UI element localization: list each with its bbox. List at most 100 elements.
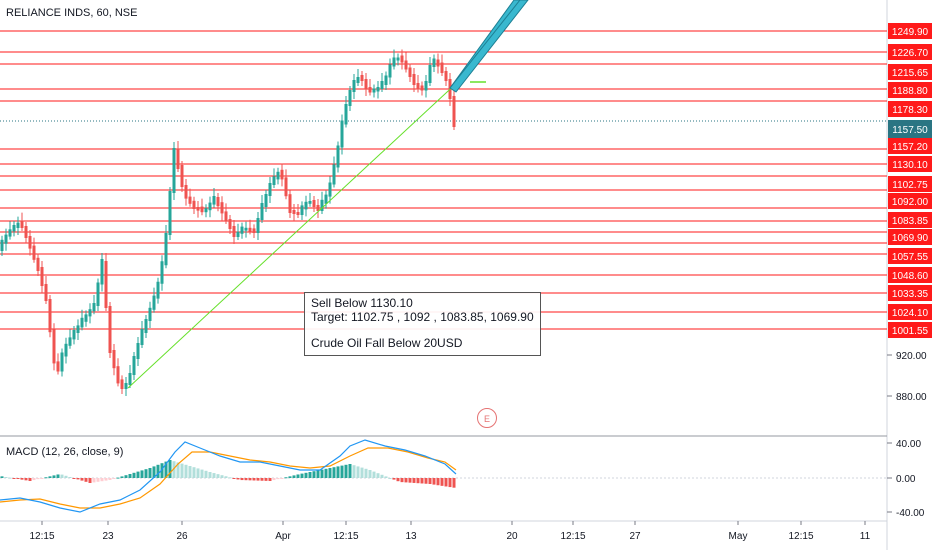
candle-body <box>248 227 252 232</box>
macd-histogram-bar <box>160 463 164 478</box>
macd-histogram-bar <box>76 478 80 480</box>
macd-histogram-bar <box>420 478 424 484</box>
macd-tick-2: -40.00 <box>896 508 925 519</box>
macd-histogram-bar <box>404 478 408 483</box>
macd-histogram-bar <box>380 474 384 478</box>
macd-histogram-bar <box>444 478 448 487</box>
price-label-8: 1092.00 <box>892 197 929 208</box>
macd-histogram-bar <box>200 469 204 478</box>
candle-body <box>288 194 292 213</box>
price-label-bg-14 <box>888 304 932 320</box>
candle-body <box>104 261 108 308</box>
candle-body <box>284 177 288 197</box>
candle-body <box>168 191 172 235</box>
candle-body <box>276 171 280 180</box>
candle-body <box>236 231 240 237</box>
macd-histogram-bar <box>56 474 60 478</box>
candle-body <box>4 234 8 244</box>
time-label-1: 23 <box>102 531 114 542</box>
macd-histogram-bar <box>108 478 112 480</box>
macd-histogram-bar <box>176 462 180 478</box>
candle-body <box>296 212 300 215</box>
candle-body <box>368 87 372 93</box>
candle-body <box>136 343 140 359</box>
macd-histogram-bar <box>164 461 168 478</box>
candle-body <box>412 74 416 85</box>
candle-body <box>16 222 20 228</box>
macd-histogram-bar <box>40 478 44 479</box>
macd-histogram-bar <box>344 464 348 478</box>
earnings-event-icon[interactable]: E <box>477 408 497 428</box>
time-label-3: Apr <box>275 531 291 542</box>
macd-histogram-bar <box>372 471 376 478</box>
macd-scale[interactable]: 40.00 0.00 -40.00 <box>887 439 925 519</box>
macd-histogram-bar <box>320 469 324 478</box>
price-label-bg-4 <box>888 101 932 117</box>
price-label-4: 1178.30 <box>892 105 928 116</box>
candle-body <box>164 233 168 266</box>
price-label-bg-7 <box>888 176 932 192</box>
price-label-14: 1024.10 <box>892 308 929 319</box>
candle-body <box>424 81 428 91</box>
candle-body <box>28 236 32 249</box>
candle-body <box>60 352 64 372</box>
macd-histogram-bar <box>292 475 296 478</box>
macd-histogram-bar <box>168 460 172 478</box>
time-label-10: 12:15 <box>788 531 813 542</box>
text-note[interactable]: Sell Below 1130.10 Target: 1102.75 , 109… <box>304 292 541 356</box>
macd-histogram-bar <box>132 472 136 478</box>
macd-histogram-bar <box>236 478 240 480</box>
candle-body <box>148 307 152 321</box>
projection-arrow[interactable] <box>449 0 529 93</box>
macd-histogram-bar <box>260 478 264 481</box>
macd-histogram-bar <box>440 478 444 486</box>
candle-body <box>160 261 164 284</box>
candle-body <box>300 205 304 215</box>
candle-body <box>440 62 444 73</box>
candle-body <box>188 196 192 204</box>
macd-histogram-bar <box>312 471 316 478</box>
candle-body <box>388 64 392 78</box>
macd-histogram-bar <box>348 464 352 478</box>
macd-histogram-bar <box>280 478 284 479</box>
candle-body <box>376 87 380 92</box>
candle-body <box>324 194 328 204</box>
macd-histogram-bar <box>192 467 196 478</box>
macd-histogram-bar <box>180 463 184 478</box>
macd-histogram-bar <box>228 477 232 479</box>
macd-tick-1: 0.00 <box>896 474 916 485</box>
trend-line[interactable] <box>127 79 461 389</box>
candle-body <box>292 210 296 214</box>
candle-body <box>212 196 216 205</box>
macd-title[interactable]: MACD (12, 26, close, 9) <box>6 446 124 458</box>
symbol-title[interactable]: RELIANCE INDS, 60, NSE <box>6 7 138 19</box>
price-label-bg-3 <box>888 82 932 98</box>
candle-body <box>404 60 408 70</box>
time-label-11: 11 <box>860 531 871 542</box>
macd-histogram-bar <box>120 476 124 478</box>
macd-histogram-bar <box>240 478 244 481</box>
time-label-4: 12:15 <box>333 531 358 542</box>
horizontal-levels <box>0 30 887 330</box>
candle-body <box>184 185 188 199</box>
candle-body <box>408 67 412 77</box>
price-scale[interactable]: 1249.90 1226.70 1215.65 1188.80 1178.30 1157.… <box>887 23 932 403</box>
price-label-bg-1 <box>888 44 932 60</box>
time-label-8: 27 <box>629 531 641 542</box>
price-label-bg-12 <box>888 267 932 283</box>
candle-body <box>64 343 68 357</box>
candle-body <box>396 57 400 61</box>
price-label-bg-11 <box>888 248 932 264</box>
candle-body <box>124 383 128 389</box>
time-axis[interactable]: 12:15 23 26 Apr 12:15 13 20 12:15 27 May 12:15 11 <box>29 521 871 542</box>
candle-body <box>268 183 272 196</box>
macd-histogram-bar <box>408 478 412 483</box>
candle-body <box>100 259 104 285</box>
macd-histogram-bar <box>328 468 332 478</box>
macd-histogram-bar <box>16 478 20 479</box>
candle-body <box>452 96 456 127</box>
macd-histogram-bar <box>220 475 224 478</box>
candle-body <box>348 90 352 106</box>
time-label-7: 12:15 <box>560 531 585 542</box>
